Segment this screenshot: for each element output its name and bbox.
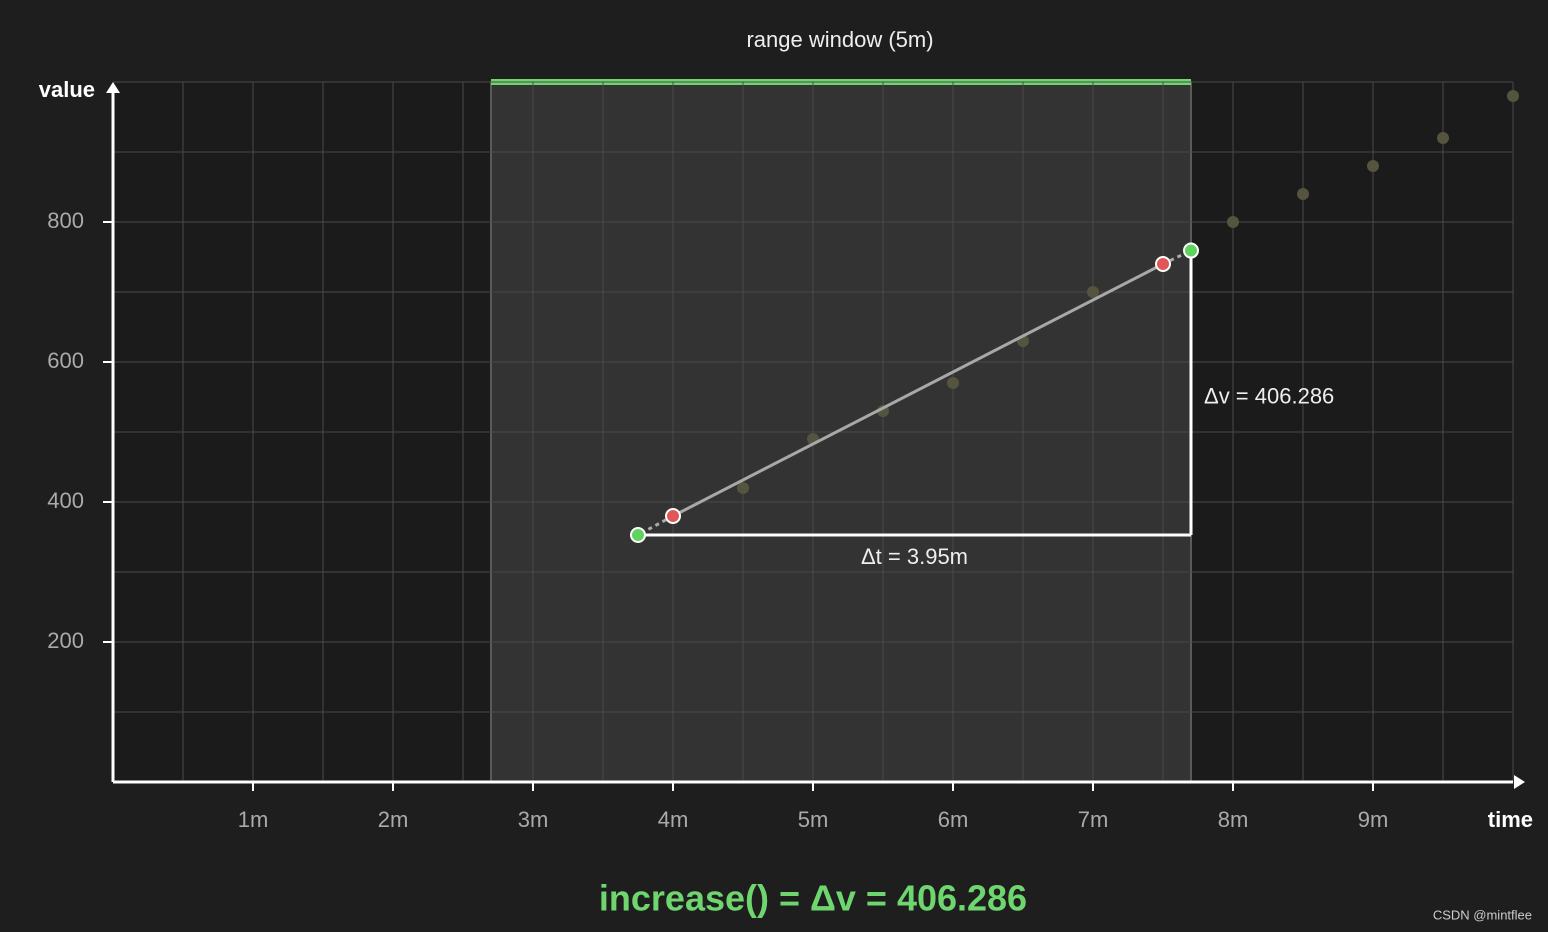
x-tick-label: 2m	[378, 807, 409, 832]
x-tick-label: 7m	[1078, 807, 1109, 832]
extrapolated-point	[630, 526, 646, 543]
x-tick-label: 6m	[938, 807, 969, 832]
x-tick-label: 9m	[1358, 807, 1389, 832]
x-tick-label: 4m	[658, 807, 689, 832]
y-tick-label: 800	[47, 208, 84, 233]
sample-point	[1437, 132, 1449, 144]
x-tick-label: 8m	[1218, 807, 1249, 832]
x-axis-arrow	[1514, 775, 1525, 789]
x-tick-label: 3m	[518, 807, 549, 832]
selected-point	[665, 508, 681, 524]
increase-line	[672, 262, 1164, 518]
extrapolated-point	[1183, 242, 1199, 259]
sample-point	[737, 482, 749, 494]
selected-point	[1155, 256, 1171, 272]
watermark: CSDN @mintflee	[1433, 907, 1532, 922]
sample-point	[1507, 90, 1519, 102]
delta-v-label: Δv = 406.286	[1204, 384, 1334, 409]
sample-point	[1087, 286, 1099, 298]
x-axis-label: time	[1488, 807, 1533, 832]
y-tick-label: 600	[47, 348, 84, 373]
y-tick-label: 200	[47, 628, 84, 653]
x-tick-label: 5m	[798, 807, 829, 832]
sample-point	[947, 377, 959, 389]
y-tick-label: 400	[47, 488, 84, 513]
sample-point	[1297, 188, 1309, 200]
x-tick-label: 1m	[238, 807, 269, 832]
y-axis-arrow	[106, 82, 120, 93]
chart-title: range window (5m)	[746, 27, 933, 52]
delta-t-label: Δt = 3.95m	[861, 544, 968, 569]
formula: increase() = Δv = 406.286	[599, 878, 1027, 919]
sample-point	[1227, 216, 1239, 228]
sample-point	[1367, 160, 1379, 172]
y-axis-label: value	[39, 77, 95, 102]
